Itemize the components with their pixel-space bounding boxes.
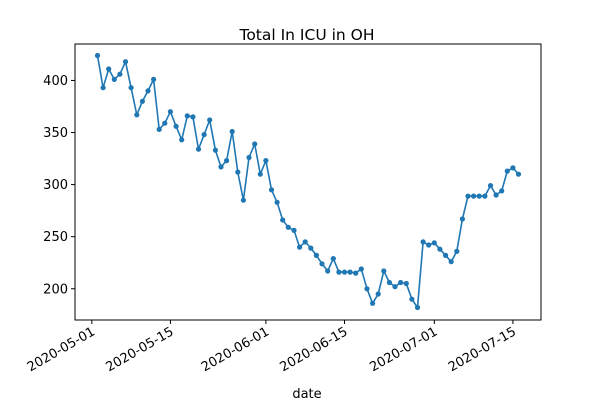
data-point xyxy=(482,193,488,199)
data-point xyxy=(195,146,202,152)
data-point xyxy=(252,141,258,147)
data-point xyxy=(257,171,263,177)
x-tick-label: 2020-06-15 xyxy=(278,324,351,375)
y-tick-label: 350 xyxy=(43,126,68,141)
data-point xyxy=(437,246,443,252)
data-point xyxy=(246,154,252,161)
x-tick-label: 2020-07-15 xyxy=(446,324,519,375)
x-tick-label: 2020-05-01 xyxy=(25,324,98,375)
data-point xyxy=(510,165,516,171)
y-tick-label: 250 xyxy=(43,230,68,245)
data-point xyxy=(162,120,168,126)
data-point xyxy=(476,193,482,199)
data-point xyxy=(499,188,505,194)
data-point xyxy=(240,197,246,203)
data-point xyxy=(128,85,134,91)
series-line xyxy=(96,55,520,309)
data-point xyxy=(207,117,213,123)
x-tick-label: 2020-06-01 xyxy=(199,324,272,375)
data-point xyxy=(167,109,173,115)
data-point xyxy=(235,169,241,175)
data-point xyxy=(330,256,336,262)
data-point xyxy=(100,85,106,91)
data-point xyxy=(353,270,359,276)
data-point xyxy=(297,244,303,250)
y-tick-label: 300 xyxy=(43,178,68,193)
y-tick-label: 400 xyxy=(43,74,68,89)
data-point xyxy=(459,216,465,222)
data-point xyxy=(224,158,230,164)
data-point xyxy=(218,164,224,170)
data-point xyxy=(493,192,499,198)
data-point xyxy=(454,248,460,254)
chart-title: Total In ICU in OH xyxy=(238,26,374,44)
data-point xyxy=(471,193,477,199)
data-point xyxy=(263,158,269,164)
data-point xyxy=(347,269,353,275)
x-tick-label: 2020-05-15 xyxy=(104,324,177,375)
data-point xyxy=(268,187,275,193)
x-tick-label: 2020-07-01 xyxy=(367,324,440,375)
data-point xyxy=(325,268,331,274)
data-point xyxy=(375,291,381,297)
plot-frame xyxy=(74,43,542,321)
data-point xyxy=(151,76,157,82)
data-point xyxy=(156,126,162,132)
data-point xyxy=(145,88,151,94)
data-point xyxy=(398,279,404,286)
data-point xyxy=(94,52,101,59)
data-point xyxy=(308,245,314,251)
data-point xyxy=(341,269,348,275)
data-point xyxy=(443,252,449,258)
series-points xyxy=(94,52,522,311)
data-point xyxy=(106,66,112,72)
data-point xyxy=(336,269,342,275)
data-point xyxy=(392,284,398,290)
data-point xyxy=(420,239,426,245)
data-point xyxy=(319,261,325,267)
x-axis-label: date xyxy=(292,387,321,400)
axis-ticks: 200 250 300 350 400 2020-05-01 2020-05-15 2020-… xyxy=(25,74,519,375)
data-point xyxy=(364,286,370,292)
data-point xyxy=(504,168,510,174)
data-point xyxy=(285,224,291,230)
data-point xyxy=(134,112,140,118)
data-point xyxy=(409,296,415,302)
data-point xyxy=(313,252,319,258)
data-point xyxy=(122,59,129,65)
data-point xyxy=(111,76,117,82)
data-point xyxy=(173,123,179,129)
data-point xyxy=(201,132,207,138)
data-point xyxy=(184,113,190,119)
data-point xyxy=(381,268,387,274)
data-point xyxy=(229,128,235,135)
data-point xyxy=(212,147,218,153)
data-point xyxy=(358,266,364,272)
data-point xyxy=(487,183,494,189)
data-point xyxy=(274,199,280,205)
data-point xyxy=(280,217,286,223)
data-point xyxy=(426,242,432,248)
data-point xyxy=(302,239,308,245)
data-point xyxy=(139,98,145,104)
data-point xyxy=(431,240,437,246)
data-point xyxy=(179,137,185,143)
data-point xyxy=(291,227,297,233)
data-point xyxy=(403,280,409,287)
data-point xyxy=(515,171,522,177)
y-tick-label: 200 xyxy=(43,282,68,297)
data-point xyxy=(414,304,421,311)
data-point xyxy=(117,71,123,77)
data-point xyxy=(386,279,392,286)
data-point xyxy=(370,300,376,306)
data-point xyxy=(190,114,196,120)
data-point xyxy=(448,259,454,265)
data-point xyxy=(465,193,471,199)
